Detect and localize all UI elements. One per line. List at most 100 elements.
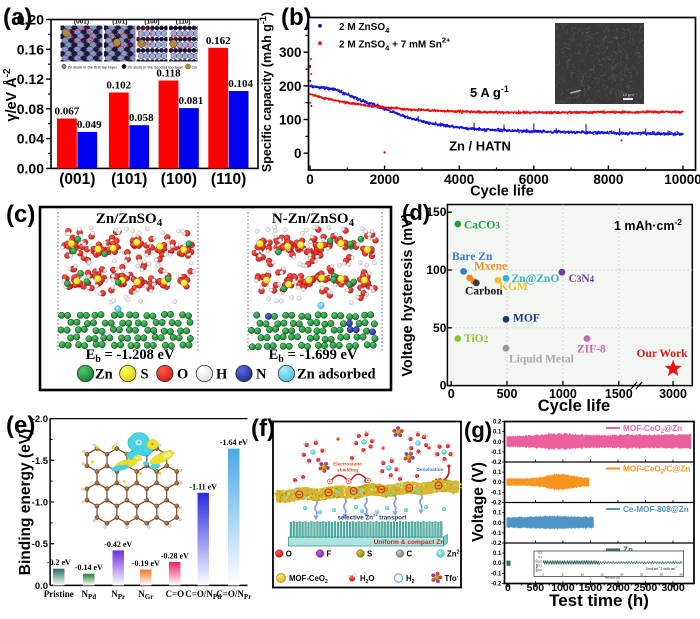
svg-text:1000: 1000 (549, 387, 577, 401)
svg-text:2000: 2000 (606, 582, 630, 594)
svg-text:0.20: 0.20 (17, 12, 44, 28)
svg-text:0.1: 0.1 (538, 555, 542, 559)
svg-text:(001): (001) (74, 19, 89, 26)
svg-text:3 mA cm-2 1 mAh cm-2: 3 mA cm-2 1 mAh cm-2 (646, 567, 678, 571)
svg-text:2 M ZnSO4 + 7 mM Sn2+: 2 M ZnSO4 + 7 mM Sn2+ (339, 35, 451, 52)
svg-text:C=O/NPd: C=O/NPd (185, 589, 221, 601)
svg-text:1 mAh·cm-2: 1 mAh·cm-2 (614, 217, 682, 233)
svg-text:0.118: 0.118 (156, 68, 181, 80)
svg-text:(b): (b) (281, 4, 312, 31)
svg-text:6000: 6000 (519, 172, 549, 187)
svg-text:0.2: 0.2 (538, 551, 542, 555)
svg-text:Cycle life: Cycle life (470, 184, 534, 200)
svg-text:Bare Zn: Bare Zn (452, 251, 493, 263)
svg-text:Zn / HATN: Zn / HATN (449, 139, 511, 154)
svg-text:(101): (101) (112, 19, 127, 26)
svg-text:0.0: 0.0 (493, 521, 502, 527)
svg-text:0.16: 0.16 (17, 41, 44, 57)
svg-text:150: 150 (426, 205, 446, 219)
svg-text:NPd: NPd (81, 589, 96, 601)
svg-text:1500: 1500 (605, 387, 633, 401)
svg-text:Zn: Zn (623, 546, 633, 555)
svg-text:Mxene: Mxene (474, 261, 507, 273)
svg-text:Uniform & compact Zn: Uniform & compact Zn (374, 539, 445, 546)
svg-text:Zn@ZnO: Zn@ZnO (512, 273, 560, 285)
svg-text:-0.1: -0.1 (491, 531, 502, 537)
svg-text:0: 0 (306, 172, 314, 187)
svg-text:Sn: Sn (192, 64, 197, 69)
svg-text:Eb = -1.699 eV: Eb = -1.699 eV (269, 347, 358, 365)
svg-text:Voltage (V): Voltage (V) (535, 559, 539, 572)
svg-text:(100): (100) (144, 19, 159, 26)
svg-text:(100): (100) (161, 171, 197, 188)
svg-text:0.067: 0.067 (55, 106, 80, 118)
svg-text:2500: 2500 (634, 582, 658, 594)
svg-text:O: O (286, 550, 292, 559)
svg-text:(110): (110) (176, 19, 191, 26)
svg-text:-0.42 eV: -0.42 eV (104, 540, 132, 549)
svg-text:1500: 1500 (579, 582, 603, 594)
svg-text:0.162: 0.162 (206, 35, 231, 47)
svg-text:Voltage (V): Voltage (V) (470, 462, 487, 542)
svg-text:0.2: 0.2 (493, 420, 502, 426)
svg-text:γ/eV Å-2: γ/eV Å-2 (2, 68, 20, 122)
svg-text:(e): (e) (6, 412, 35, 439)
svg-text:-2.0: -2.0 (32, 414, 48, 425)
svg-text:Pristine: Pristine (44, 589, 74, 599)
svg-text:-0.1: -0.1 (491, 571, 502, 577)
svg-text:-0.19 eV: -0.19 eV (132, 559, 160, 568)
svg-text:Eb = -1.208 eV: Eb = -1.208 eV (86, 347, 175, 365)
svg-text:0.08: 0.08 (17, 101, 44, 117)
svg-text:Zn/ZnSO4: Zn/ZnSO4 (96, 211, 163, 229)
svg-text:-1.11 eV: -1.11 eV (189, 482, 217, 491)
svg-text:(110): (110) (211, 171, 246, 188)
svg-text:-0.1: -0.1 (537, 564, 542, 568)
svg-text:-0.14 eV: -0.14 eV (75, 563, 103, 572)
svg-text:100: 100 (279, 113, 302, 128)
svg-text:Zn: Zn (95, 367, 113, 383)
svg-text:Cycle life: Cycle life (538, 397, 610, 415)
svg-text:10000: 10000 (664, 172, 700, 187)
svg-text:0: 0 (505, 582, 511, 594)
svg-text:0.058: 0.058 (129, 112, 154, 124)
svg-text:50: 50 (433, 321, 447, 335)
svg-text:Voltage hysteresis (mV): Voltage hysteresis (mV) (400, 213, 416, 376)
svg-text:8000: 8000 (593, 172, 623, 187)
svg-text:CaCO3: CaCO3 (464, 220, 500, 232)
svg-text:3000: 3000 (661, 582, 685, 594)
svg-text:0.102: 0.102 (106, 80, 131, 92)
svg-text:-1.0: -1.0 (32, 498, 48, 509)
svg-text:0.104: 0.104 (228, 78, 253, 90)
svg-text:C=O/NPr: C=O/NPr (216, 589, 251, 601)
svg-text:O: O (177, 367, 188, 383)
svg-text:0.0: 0.0 (493, 440, 502, 446)
svg-text:Carbon: Carbon (465, 286, 503, 298)
svg-text:30: 30 (660, 573, 664, 577)
svg-text:C: C (407, 550, 413, 559)
svg-text:-1.64 eV: -1.64 eV (220, 438, 248, 447)
svg-text:TiO2: TiO2 (464, 333, 489, 345)
svg-text:(001): (001) (59, 171, 95, 188)
svg-text:10: 10 (581, 573, 585, 577)
svg-text:0.0: 0.0 (35, 581, 48, 592)
svg-text:5: 5 (562, 573, 564, 577)
svg-text:4000: 4000 (444, 172, 474, 187)
svg-text:20: 20 (620, 573, 624, 577)
svg-text:Electrostatic: Electrostatic (333, 462, 362, 468)
svg-text:0.1: 0.1 (493, 470, 502, 476)
svg-text:300: 300 (279, 45, 302, 60)
svg-text:0.12: 0.12 (17, 71, 44, 87)
svg-text:Desolvation: Desolvation (416, 467, 443, 473)
svg-text:(101): (101) (111, 171, 147, 188)
svg-text:-0.1: -0.1 (491, 450, 502, 456)
svg-text:S: S (367, 550, 372, 559)
svg-text:-0.2 eV: -0.2 eV (47, 558, 71, 567)
svg-text:0.1: 0.1 (493, 430, 502, 436)
svg-text:-1.5: -1.5 (32, 456, 49, 467)
svg-text:0: 0 (440, 379, 447, 393)
svg-text:-0.2: -0.2 (537, 568, 542, 572)
svg-text:-0.28 eV: -0.28 eV (161, 552, 189, 561)
svg-text:0.04: 0.04 (17, 131, 44, 147)
svg-text:C3N4: C3N4 (569, 273, 595, 285)
svg-text:35: 35 (679, 573, 683, 577)
